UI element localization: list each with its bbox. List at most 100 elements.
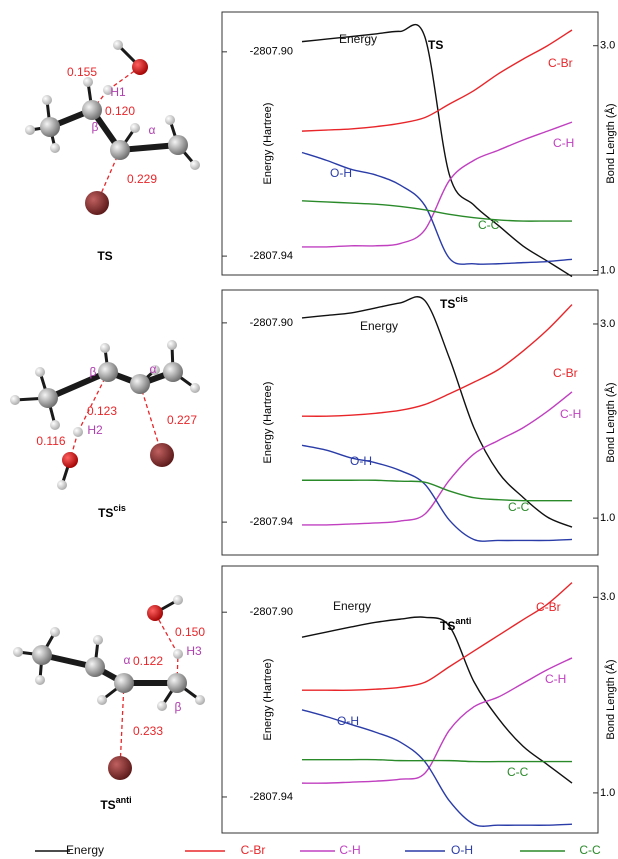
legend-label: C-C [579, 843, 601, 857]
molecule-label: α [124, 653, 131, 667]
ts-name: TS [440, 297, 455, 311]
y2-axis-label: Bond Length (Å) [604, 382, 617, 462]
legend-label: C-Br [241, 843, 266, 857]
molecule-label: H3 [186, 644, 202, 658]
y-tick-label: -2807.90 [250, 606, 293, 618]
atom [57, 480, 67, 490]
molecule-name: TSanti [100, 795, 131, 812]
y2-tick-label: 3.0 [600, 591, 615, 603]
y-axis-label: Energy (Hartree) [262, 382, 274, 464]
molecule-label: 0.155 [67, 65, 97, 79]
atom [50, 627, 60, 637]
molecule-label: 0.229 [127, 172, 157, 186]
y2-tick-label: 3.0 [600, 40, 615, 52]
atom [10, 395, 20, 405]
atom [150, 443, 174, 467]
atom [32, 645, 52, 665]
molecule-name-base: TS [98, 506, 113, 520]
molecule-label: 0.123 [87, 404, 117, 418]
ts-name: TS [428, 38, 443, 52]
atom [73, 427, 83, 437]
legend-label: C-H [339, 843, 360, 857]
atom [110, 140, 130, 160]
molecule-name: TScis [98, 503, 126, 520]
series-line [302, 122, 572, 247]
y2-tick-label: 1.0 [600, 787, 615, 799]
molecule-label: α [149, 123, 156, 137]
molecule-label: H2 [87, 423, 103, 437]
atom [173, 595, 183, 605]
atom [190, 160, 200, 170]
atom [195, 695, 205, 705]
series-label: C-H [560, 407, 581, 421]
series-label: Energy [333, 599, 371, 613]
atom [163, 362, 183, 382]
molecule-name-sup: anti [116, 795, 132, 805]
atom [62, 452, 78, 468]
partial-bond [120, 683, 124, 768]
molecule-label: α [150, 362, 157, 376]
series-label: C-C [507, 765, 529, 779]
atom [167, 673, 187, 693]
atom [130, 374, 150, 394]
series-label: C-Br [536, 600, 561, 614]
ts-sup: cis [455, 294, 468, 304]
series-label: C-H [545, 672, 566, 686]
atom [35, 367, 45, 377]
atom [35, 675, 45, 685]
atom [93, 635, 103, 645]
atom [100, 343, 110, 353]
molecule-name-base: TS [100, 798, 115, 812]
atom [82, 100, 102, 120]
series-label: O-H [330, 166, 352, 180]
atom [168, 135, 188, 155]
series-line [302, 445, 572, 541]
y-tick-label: -2807.94 [250, 791, 293, 803]
atom [85, 191, 109, 215]
atom [113, 40, 123, 50]
series-label: C-C [508, 500, 530, 514]
molecule-label: β [92, 120, 99, 134]
y2-tick-label: 1.0 [600, 512, 615, 524]
figure: -2807.90 -2807.94 3.0 1.0 Energy (Hartree) Bo… [0, 0, 618, 859]
y2-axis-label: Bond Length (Å) [604, 103, 617, 183]
molecule-label: 0.150 [175, 625, 205, 639]
atom [165, 115, 175, 125]
atom [130, 123, 140, 133]
ts-label: TScis [440, 294, 468, 311]
ts-sup: anti [455, 616, 471, 626]
atom [114, 673, 134, 693]
series-label: O-H [350, 454, 372, 468]
atom [157, 701, 167, 711]
atom [25, 125, 35, 135]
atom [40, 117, 60, 137]
atom [173, 649, 183, 659]
molecule-label: H1 [110, 85, 126, 99]
atom [167, 340, 177, 350]
atom [42, 95, 52, 105]
molecule-label: β [175, 700, 182, 714]
legend-label: O-H [451, 843, 473, 857]
series-line [302, 297, 572, 527]
y-tick-label: -2807.90 [250, 317, 293, 329]
molecule-label: 0.227 [167, 413, 197, 427]
series-label: C-Br [548, 56, 573, 70]
y-axis-label: Energy (Hartree) [262, 103, 274, 185]
y-tick-label: -2807.90 [250, 46, 293, 58]
series-line [302, 305, 572, 417]
molecule-name-base: TS [97, 249, 112, 263]
series-label: C-H [553, 136, 574, 150]
series-line [302, 617, 572, 783]
atom [132, 59, 148, 75]
atom [50, 420, 60, 430]
atom [98, 362, 118, 382]
series-line [302, 25, 572, 277]
atom [85, 657, 105, 677]
molecule-label: 0.233 [133, 724, 163, 738]
molecule-label: 0.122 [133, 654, 163, 668]
series-label: Energy [339, 32, 377, 46]
molecule-label: 0.116 [36, 434, 65, 448]
atom [38, 388, 58, 408]
y-tick-label: -2807.94 [250, 250, 293, 262]
atom [147, 605, 163, 621]
